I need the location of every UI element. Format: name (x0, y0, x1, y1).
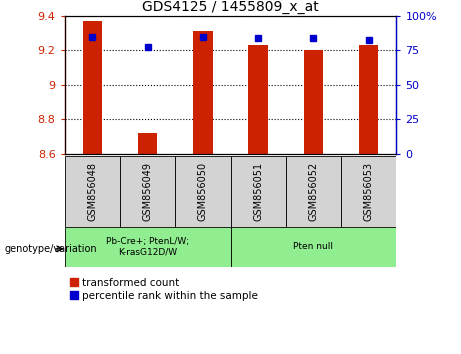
Text: Pb-Cre+; PtenL/W;
K-rasG12D/W: Pb-Cre+; PtenL/W; K-rasG12D/W (106, 237, 189, 257)
Title: GDS4125 / 1455809_x_at: GDS4125 / 1455809_x_at (142, 0, 319, 13)
Bar (65, 156, 120, 227)
Bar (359, 45, 378, 154)
Text: GSM856050: GSM856050 (198, 161, 208, 221)
Legend: transformed count, percentile rank within the sample: transformed count, percentile rank withi… (70, 278, 258, 301)
Bar (83, 21, 102, 154)
Bar (230, 156, 286, 227)
Text: genotype/variation: genotype/variation (5, 244, 97, 254)
Bar (248, 45, 268, 154)
Text: GSM856048: GSM856048 (87, 162, 97, 221)
Bar (230, 227, 396, 267)
Text: GSM856049: GSM856049 (142, 162, 153, 221)
Text: GSM856053: GSM856053 (364, 161, 374, 221)
Bar (193, 32, 213, 154)
Bar (341, 156, 396, 227)
Text: GSM856052: GSM856052 (308, 161, 319, 221)
Bar (138, 133, 157, 154)
Text: Pten null: Pten null (294, 242, 333, 251)
Bar (286, 156, 341, 227)
Bar (175, 156, 230, 227)
Bar (65, 227, 230, 267)
Text: GSM856051: GSM856051 (253, 161, 263, 221)
Bar (120, 156, 175, 227)
Bar (304, 51, 323, 154)
